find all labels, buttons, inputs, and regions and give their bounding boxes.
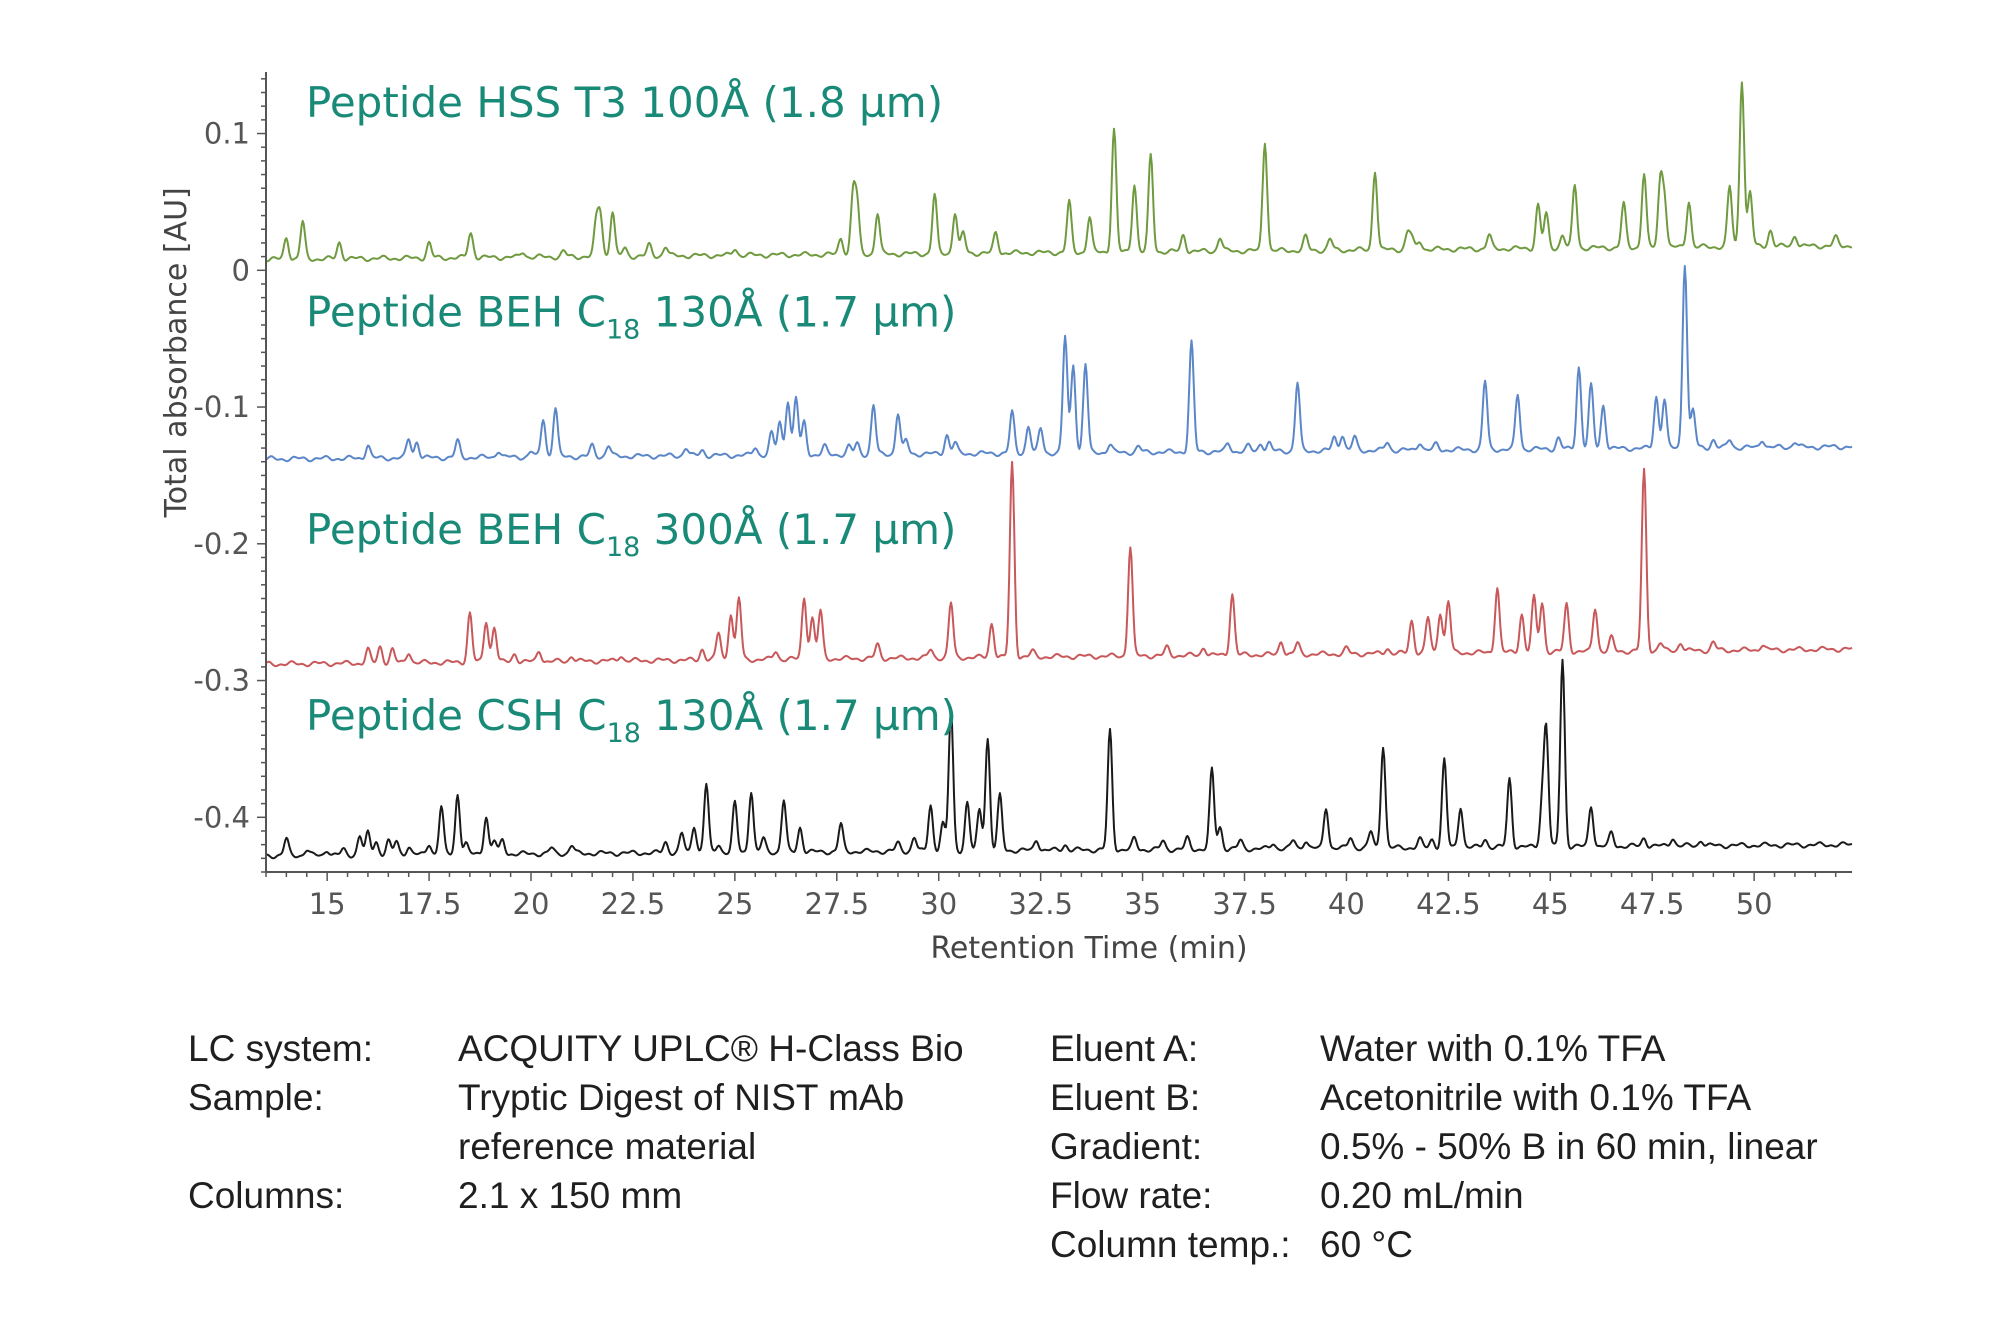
condition-value: Acetonitrile with 0.1% TFA xyxy=(1320,1077,1752,1118)
condition-row-eluent-a: Eluent A: Water with 0.1% TFA xyxy=(1050,1024,1950,1073)
conditions-left: LC system: ACQUITY UPLC® H-Class Bio Sam… xyxy=(188,1024,1008,1220)
condition-row-columns: Columns: 2.1 x 150 mm xyxy=(188,1171,1008,1220)
condition-value: ACQUITY UPLC® H-Class Bio xyxy=(458,1028,964,1069)
series-label: Peptide HSS T3 100Å (1.8 µm) xyxy=(306,77,943,127)
x-tick-label: 15 xyxy=(309,887,346,921)
chart-axes xyxy=(265,72,1852,873)
x-tick-label: 35 xyxy=(1124,887,1161,921)
x-tick-label: 50 xyxy=(1736,887,1773,921)
series-label-subscript: 18 xyxy=(606,314,640,345)
condition-row-column-temp: Column temp.: 60 °C xyxy=(1050,1220,1950,1269)
series-label-main: Peptide HSS T3 100Å (1.8 µm) xyxy=(306,77,943,127)
condition-key: LC system: xyxy=(188,1028,374,1069)
series-trace xyxy=(265,460,1853,668)
condition-row-eluent-b: Eluent B: Acetonitrile with 0.1% TFA xyxy=(1050,1073,1950,1122)
condition-key: Column temp.: xyxy=(1050,1224,1291,1265)
conditions-right: Eluent A: Water with 0.1% TFA Eluent B: … xyxy=(1050,1024,1950,1269)
x-tick-label: 42.5 xyxy=(1416,887,1481,921)
y-tick-label: -0.2 xyxy=(193,527,250,561)
x-axis-title: Retention Time (min) xyxy=(930,931,1247,966)
x-axis-ticks: 15 17.5 20 22.5 25 27.5 30 32.5 35 37.5 40 42.5 45 47… xyxy=(265,872,1837,921)
y-tick-label: -0.3 xyxy=(193,664,250,698)
x-tick-label: 45 xyxy=(1532,887,1569,921)
series-label-tail: 130Å (1.7 µm) xyxy=(641,690,957,740)
condition-row-sample: Sample: Tryptic Digest of NIST mAb refer… xyxy=(188,1073,1008,1171)
y-tick-label: 0 xyxy=(232,253,250,287)
series-trace xyxy=(265,265,1853,463)
series-label-main: Peptide BEH C xyxy=(306,287,606,336)
condition-value: 2.1 x 150 mm xyxy=(458,1175,683,1216)
chromatogram-traces xyxy=(265,81,1853,860)
condition-row-lc-system: LC system: ACQUITY UPLC® H-Class Bio xyxy=(188,1024,1008,1073)
series-label-subscript: 18 xyxy=(607,718,641,749)
condition-key: Sample: xyxy=(188,1077,324,1118)
condition-row-flow-rate: Flow rate: 0.20 mL/min xyxy=(1050,1171,1950,1220)
x-tick-label: 30 xyxy=(920,887,957,921)
series-labels: Peptide HSS T3 100Å (1.8 µm) Peptide BEH … xyxy=(306,77,957,749)
y-tick-label: 0.1 xyxy=(204,117,250,151)
condition-key: Columns: xyxy=(188,1175,345,1216)
condition-key: Flow rate: xyxy=(1050,1175,1213,1216)
series-label: Peptide BEH C18 130Å (1.7 µm) xyxy=(306,286,956,345)
y-tick-label: -0.1 xyxy=(193,390,250,424)
x-tick-label: 47.5 xyxy=(1620,887,1685,921)
series-label-main: Peptide CSH C xyxy=(306,691,607,740)
condition-value: Tryptic Digest of NIST mAb reference mat… xyxy=(458,1077,905,1167)
condition-value: 60 °C xyxy=(1320,1224,1413,1265)
y-axis-ticks: 0.1 0 -0.1 -0.2 -0.3 -0.4 xyxy=(193,78,266,873)
chromatogram-chart: 15 17.5 20 22.5 25 27.5 30 32.5 35 37.5 40 42.5 45 47… xyxy=(159,72,1853,966)
x-tick-label: 22.5 xyxy=(601,887,666,921)
x-tick-label: 32.5 xyxy=(1008,887,1073,921)
x-tick-label: 27.5 xyxy=(805,887,870,921)
condition-key: Eluent B: xyxy=(1050,1077,1201,1118)
condition-key: Eluent A: xyxy=(1050,1028,1199,1069)
condition-value: 0.20 mL/min xyxy=(1320,1175,1524,1216)
x-tick-label: 25 xyxy=(716,887,753,921)
series-label: Peptide BEH C18 300Å (1.7 µm) xyxy=(306,504,956,563)
x-tick-label: 37.5 xyxy=(1212,887,1277,921)
condition-value: Water with 0.1% TFA xyxy=(1320,1028,1666,1069)
series-trace xyxy=(266,658,1853,860)
condition-value: 0.5% - 50% B in 60 min, linear xyxy=(1320,1126,1818,1167)
y-axis-title: Total absorbance [AU] xyxy=(159,187,194,518)
series-label: Peptide CSH C18 130Å (1.7 µm) xyxy=(306,690,957,749)
x-tick-label: 20 xyxy=(513,887,550,921)
y-tick-label: -0.4 xyxy=(193,800,250,834)
series-label-tail: 300Å (1.7 µm) xyxy=(640,504,956,554)
series-label-tail: 130Å (1.7 µm) xyxy=(640,286,956,336)
condition-key: Gradient: xyxy=(1050,1126,1203,1167)
x-tick-label: 40 xyxy=(1328,887,1365,921)
series-label-main: Peptide BEH C xyxy=(306,505,606,554)
condition-row-gradient: Gradient: 0.5% - 50% B in 60 min, linear xyxy=(1050,1122,1950,1171)
series-trace xyxy=(266,81,1853,263)
x-tick-label: 17.5 xyxy=(397,887,462,921)
series-label-subscript: 18 xyxy=(606,532,640,563)
